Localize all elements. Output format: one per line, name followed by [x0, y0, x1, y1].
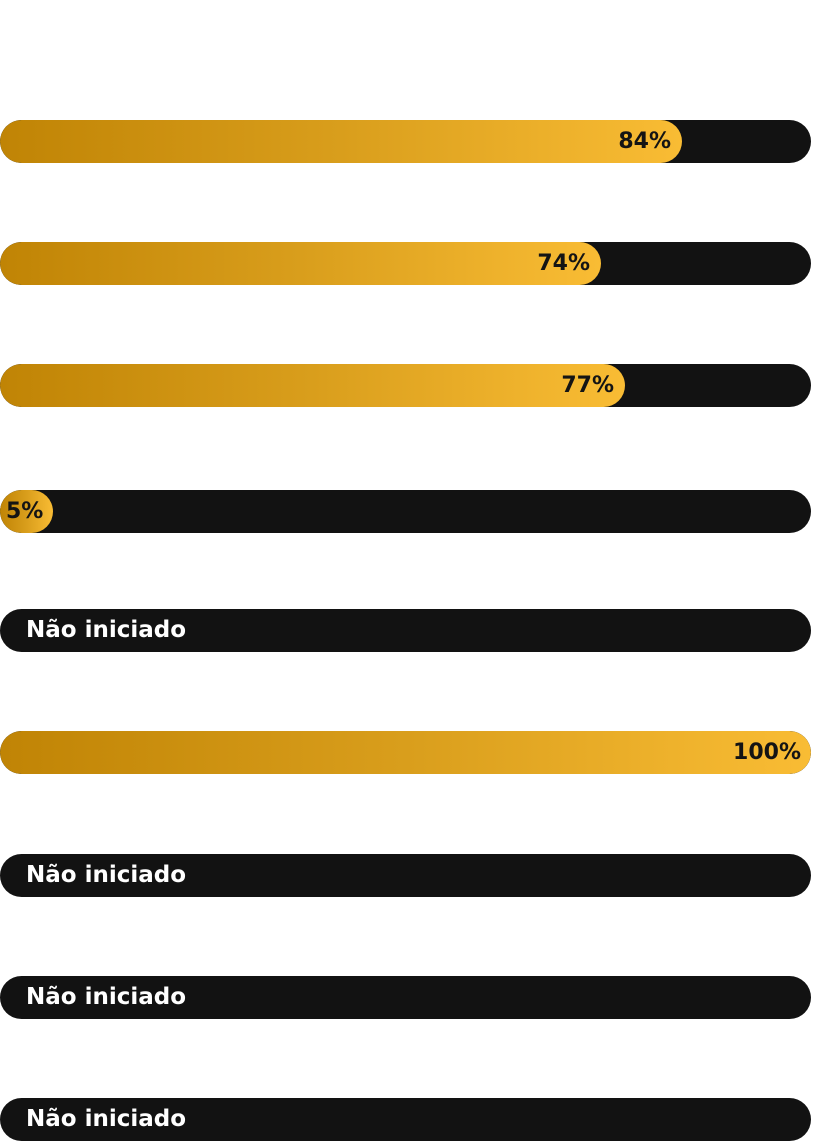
progress-bar-4: 5% [0, 490, 811, 533]
progress-bar-1: 84% [0, 120, 811, 163]
progress-percent-label: 74% [537, 251, 590, 276]
not-started-label: Não iniciado [26, 984, 187, 1010]
progress-bar-8: Não iniciado [0, 976, 811, 1019]
progress-bar-9: Não iniciado [0, 1098, 811, 1141]
not-started-label: Não iniciado [26, 1106, 187, 1132]
progress-bar-7: Não iniciado [0, 854, 811, 897]
progress-percent-label: 77% [561, 373, 614, 398]
not-started-label: Não iniciado [26, 862, 187, 888]
progress-bar-2: 74% [0, 242, 811, 285]
progress-fill: 100% [0, 731, 811, 774]
progress-fill: 77% [0, 364, 625, 407]
progress-percent-label: 84% [618, 129, 671, 154]
progress-bar-3: 77% [0, 364, 811, 407]
not-started-label: Não iniciado [26, 617, 187, 643]
progress-fill: 74% [0, 242, 601, 285]
progress-percent-label: 100% [733, 740, 801, 765]
progress-fill: 5% [0, 490, 53, 533]
progress-bar-6: 100% [0, 731, 811, 774]
progress-fill: 84% [0, 120, 682, 163]
progress-percent-label: 5% [6, 499, 44, 524]
progress-bar-5: Não iniciado [0, 609, 811, 652]
